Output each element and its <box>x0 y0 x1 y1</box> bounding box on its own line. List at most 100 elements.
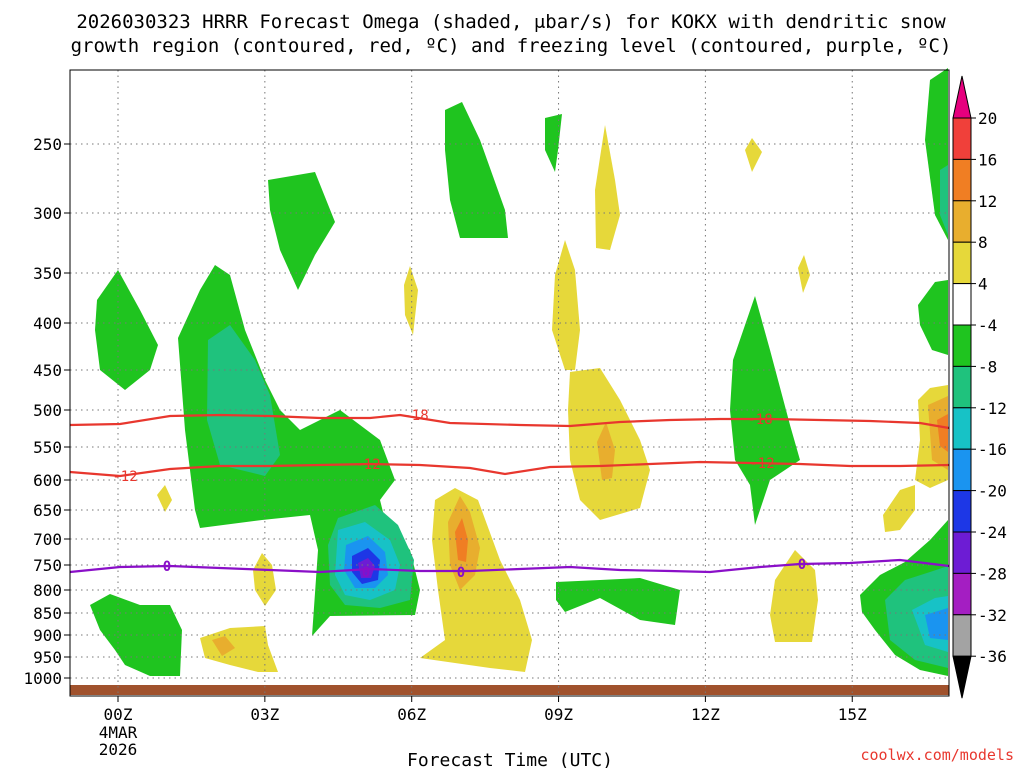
colorbar-segment <box>952 324 972 367</box>
colorbar-segment <box>952 531 972 574</box>
x-tick-label: 12Z <box>691 705 720 724</box>
omega-shading <box>70 68 949 695</box>
omega-region <box>940 165 948 235</box>
y-tick-label: 700 <box>33 530 62 549</box>
colorbar-segment <box>952 241 972 285</box>
colorbar-segment <box>952 117 972 160</box>
colorbar-segment <box>952 448 972 492</box>
surface-ground-strip <box>70 685 949 695</box>
colorbar-top-arrow <box>952 75 972 119</box>
x-tick-label: 09Z <box>544 705 573 724</box>
omega-region <box>358 558 375 578</box>
omega-region <box>268 172 335 290</box>
omega-region <box>770 550 818 642</box>
chart-title-line2: growth region (contoured, red, ºC) and f… <box>71 35 952 57</box>
omega-region <box>798 255 810 293</box>
freezing-level-contour <box>69 558 950 574</box>
y-tick-label: 300 <box>33 204 62 223</box>
y-tick-label: 400 <box>33 314 62 333</box>
source-credit: coolwx.com/models <box>860 746 1014 764</box>
plot-frame <box>69 69 950 697</box>
y-tick-label: 450 <box>33 361 62 380</box>
colorbar-label: -24 <box>978 523 1007 542</box>
y-tick-label: 750 <box>33 556 62 575</box>
y-tick-label: 950 <box>33 648 62 667</box>
y-tick-label: 500 <box>33 401 62 420</box>
omega-region <box>420 488 532 672</box>
y-tick-label: 550 <box>33 438 62 457</box>
colorbar-label: -28 <box>978 564 1007 583</box>
omega-region <box>937 414 948 452</box>
colorbar-segment <box>952 407 972 450</box>
omega-region <box>545 114 562 172</box>
colorbar-segment <box>952 200 972 243</box>
colorbar-label: -16 <box>978 440 1007 459</box>
x-tick-label: 15Z <box>838 705 867 724</box>
omega-region <box>745 138 762 172</box>
colorbar-segment <box>952 158 972 202</box>
y-tick-label: 650 <box>33 501 62 520</box>
y-tick-label: 600 <box>33 471 62 490</box>
dgz-minus12-contour <box>69 460 950 478</box>
colorbar-label: -12 <box>978 399 1007 418</box>
x-tick-label: 06Z <box>397 705 426 724</box>
colorbar-label: 8 <box>978 233 988 252</box>
colorbar-bottom-arrow <box>952 655 972 699</box>
contour-label-dgz-upper-right: -18 <box>747 412 772 428</box>
colorbar-label: -36 <box>978 647 1007 666</box>
colorbar-label: -4 <box>978 316 997 335</box>
y-tick-label: 850 <box>33 604 62 623</box>
omega-region <box>925 608 948 640</box>
colorbar-segment <box>952 490 972 533</box>
omega-region <box>253 553 276 606</box>
contour-label-freezing-1: 0 <box>163 559 171 575</box>
x-date-label-year: 2026 <box>99 740 138 759</box>
colorbar-label: -32 <box>978 606 1007 625</box>
colorbar-segment <box>952 572 972 616</box>
colorbar-label: 16 <box>978 150 997 169</box>
contour-label-dgz-lower-mid: -12 <box>355 457 380 473</box>
omega-region <box>730 296 800 525</box>
colorbar-segment <box>952 283 972 326</box>
contour-label-dgz-lower-left: -12 <box>112 469 137 485</box>
contour-label-dgz-upper-left: -18 <box>403 408 428 424</box>
x-axis-title: Forecast Time (UTC) <box>407 750 613 768</box>
contour-label-freezing-4: 0 <box>798 557 806 573</box>
colorbar-label: 12 <box>978 192 997 211</box>
colorbar-segment <box>952 614 972 657</box>
colorbar: 20 16 12 8 4 -4 -8 -12 -16 -20 -24 -28 -32 -36 <box>952 75 1007 699</box>
contour-label-dgz-lower-right: -12 <box>749 456 774 472</box>
y-axis: 250 300 350 400 450 500 550 600 650 700 750 800 850 9… <box>23 135 70 688</box>
omega-region <box>95 270 158 390</box>
x-tick-label: 03Z <box>250 705 279 724</box>
omega-region <box>207 325 280 476</box>
omega-region <box>445 102 508 238</box>
y-tick-label: 250 <box>33 135 62 154</box>
omega-region <box>918 280 948 355</box>
colorbar-label: -8 <box>978 357 997 376</box>
omega-region <box>157 485 172 512</box>
omega-region <box>552 240 580 370</box>
x-axis: 00Z 03Z 06Z 09Z 12Z 15Z <box>104 696 867 724</box>
omega-region <box>200 626 278 672</box>
y-tick-label: 350 <box>33 264 62 283</box>
colorbar-label: -20 <box>978 482 1007 501</box>
x-date-label-month: 4MAR <box>99 723 138 742</box>
y-tick-label: 800 <box>33 581 62 600</box>
omega-region <box>212 636 235 656</box>
contour-label-freezing-2: 0 <box>362 565 370 581</box>
omega-region <box>455 518 468 562</box>
contour-lines: -18 -18 -12 -12 -12 0 0 0 0 <box>69 408 950 581</box>
colorbar-segment <box>952 365 972 409</box>
dgz-minus18-contour <box>69 413 950 430</box>
colorbar-label: 4 <box>978 275 988 294</box>
y-tick-label: 900 <box>33 626 62 645</box>
omega-region <box>883 485 915 532</box>
omega-region <box>595 125 620 250</box>
contour-label-freezing-3: 0 <box>457 565 465 581</box>
colorbar-label: 20 <box>978 109 997 128</box>
chart-title-line1: 2026030323 HRRR Forecast Omega (shaded, … <box>76 11 946 33</box>
x-tick-label: 00Z <box>104 705 133 724</box>
omega-region <box>404 266 418 335</box>
